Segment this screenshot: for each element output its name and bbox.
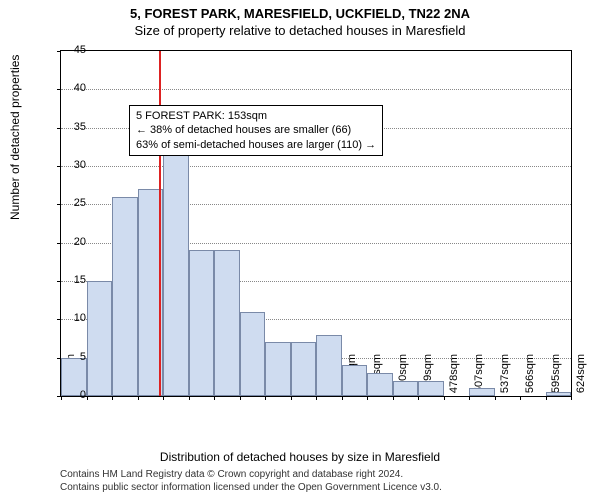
xtick-mark — [571, 396, 572, 400]
histogram-bar — [87, 281, 113, 396]
xtick-mark — [546, 396, 547, 400]
xtick-mark — [291, 396, 292, 400]
xtick-mark — [214, 396, 215, 400]
chart-title-sub: Size of property relative to detached ho… — [0, 21, 600, 38]
chart-title-main: 5, FOREST PARK, MARESFIELD, UCKFIELD, TN… — [0, 0, 600, 21]
x-axis-label: Distribution of detached houses by size … — [0, 450, 600, 464]
histogram-bar — [112, 197, 138, 396]
xtick-mark — [240, 396, 241, 400]
xtick-label: 566sqm — [524, 354, 536, 399]
grid-line — [61, 89, 571, 90]
xtick-mark — [342, 396, 343, 400]
xtick-mark — [265, 396, 266, 400]
xtick-mark — [316, 396, 317, 400]
xtick-label: 537sqm — [499, 354, 511, 399]
xtick-mark — [520, 396, 521, 400]
footer-attribution: Contains HM Land Registry data © Crown c… — [60, 468, 442, 494]
histogram-bar — [291, 342, 317, 396]
ytick-label: 15 — [56, 274, 86, 286]
info-box-line2: ← 38% of detached houses are smaller (66… — [136, 123, 376, 137]
property-marker-line — [159, 51, 161, 396]
xtick-mark — [189, 396, 190, 400]
histogram-bar — [393, 381, 419, 396]
xtick-mark — [367, 396, 368, 400]
xtick-mark — [444, 396, 445, 400]
info-box-line1: 5 FOREST PARK: 153sqm — [136, 109, 376, 123]
ytick-label: 20 — [56, 236, 86, 248]
ytick-label: 10 — [56, 312, 86, 324]
histogram-bar — [342, 365, 368, 396]
ytick-label: 35 — [56, 121, 86, 133]
ytick-label: 40 — [56, 82, 86, 94]
plot-area: 5 FOREST PARK: 153sqm ← 38% of detached … — [60, 50, 572, 397]
ytick-label: 30 — [56, 159, 86, 171]
footer-line2: Contains public sector information licen… — [60, 481, 442, 494]
footer-line1: Contains HM Land Registry data © Crown c… — [60, 468, 442, 481]
ytick-label: 25 — [56, 197, 86, 209]
histogram-bar — [418, 381, 444, 396]
xtick-mark — [495, 396, 496, 400]
histogram-bar — [240, 312, 266, 396]
histogram-bar — [214, 250, 240, 396]
ytick-label: 45 — [56, 44, 86, 56]
info-box-line3: 63% of semi-detached houses are larger (… — [136, 138, 376, 152]
histogram-bar — [163, 128, 189, 396]
xtick-label: 624sqm — [575, 354, 587, 399]
xtick-mark — [112, 396, 113, 400]
y-axis-label: Number of detached properties — [8, 55, 22, 220]
xtick-mark — [87, 396, 88, 400]
histogram-bar — [367, 373, 393, 396]
histogram-bar — [546, 392, 572, 396]
histogram-bar — [469, 388, 495, 396]
xtick-mark — [418, 396, 419, 400]
grid-line — [61, 166, 571, 167]
xtick-mark — [469, 396, 470, 400]
xtick-label: 478sqm — [448, 354, 460, 399]
xtick-mark — [393, 396, 394, 400]
xtick-mark — [163, 396, 164, 400]
histogram-bar — [189, 250, 215, 396]
histogram-bar — [316, 335, 342, 396]
ytick-label: 5 — [56, 351, 86, 363]
info-box: 5 FOREST PARK: 153sqm ← 38% of detached … — [129, 105, 383, 156]
xtick-mark — [138, 396, 139, 400]
histogram-bar — [265, 342, 291, 396]
ytick-label: 0 — [56, 389, 86, 401]
